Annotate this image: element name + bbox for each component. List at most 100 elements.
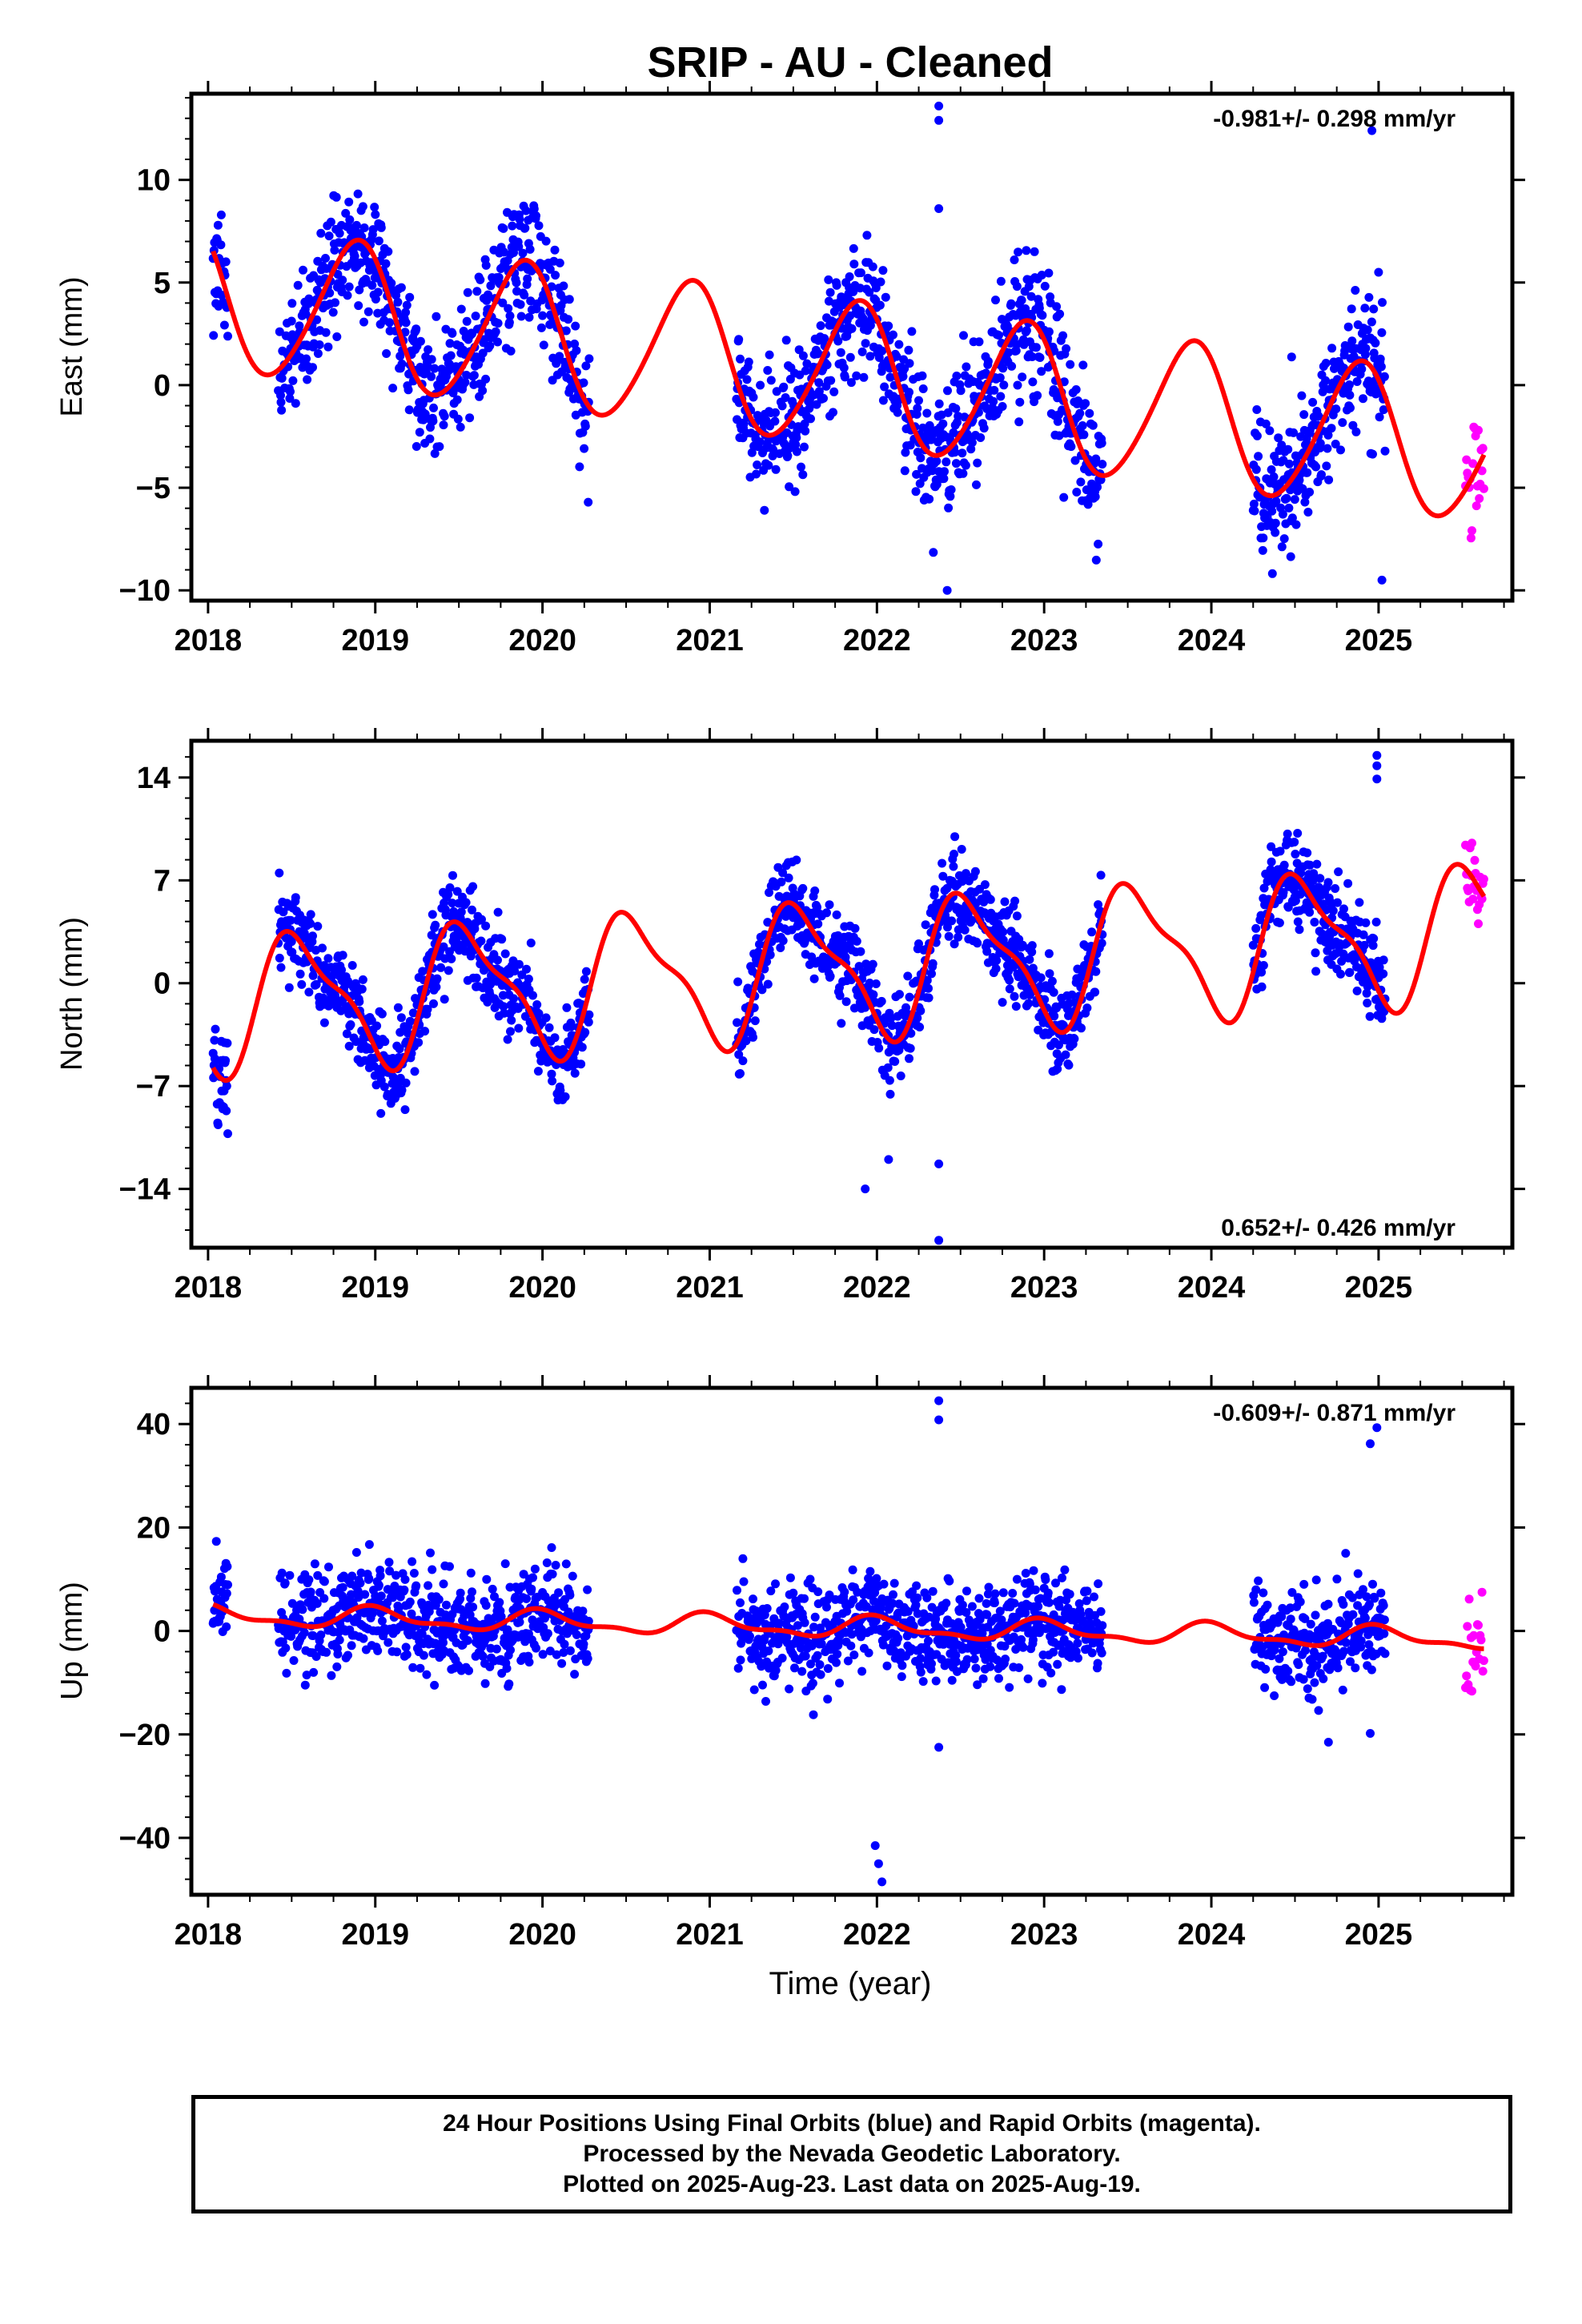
final-orbit-point (1252, 431, 1262, 440)
y-tick-label: −10 (119, 574, 171, 608)
final-orbit-point (222, 1106, 231, 1116)
final-orbit-point (276, 391, 285, 400)
final-orbit-point (755, 437, 765, 447)
final-orbit-point (862, 231, 872, 240)
final-orbit-point (1033, 391, 1042, 400)
final-orbit-point (742, 375, 752, 384)
final-orbit-point (979, 424, 989, 433)
final-orbit-point (321, 328, 331, 337)
final-orbit-point (943, 386, 952, 396)
final-orbit-point (840, 372, 849, 382)
final-orbit-point (1283, 829, 1292, 838)
final-orbit-point (1347, 336, 1357, 346)
final-orbit-point (1044, 327, 1054, 336)
final-orbit-point (527, 1584, 536, 1594)
final-orbit-point (432, 983, 441, 991)
final-orbit-point (1055, 309, 1065, 319)
final-orbit-point (534, 221, 544, 231)
final-orbit-point (763, 979, 773, 989)
final-orbit-point (1378, 298, 1387, 308)
final-orbit-point (415, 428, 424, 437)
final-orbit-point (823, 1664, 833, 1673)
final-orbit-point (745, 1631, 754, 1641)
final-orbit-point (217, 291, 227, 300)
final-orbit-point (1044, 268, 1054, 278)
final-orbit-point (852, 371, 861, 380)
final-orbit-point (901, 448, 910, 457)
final-orbit-point (738, 1554, 748, 1563)
final-orbit-point (1263, 1600, 1272, 1610)
final-orbit-point (471, 312, 480, 321)
final-orbit-point (304, 1575, 314, 1585)
final-orbit-point (432, 974, 442, 983)
final-orbit-point (800, 419, 809, 428)
final-orbit-point (760, 505, 769, 515)
final-orbit-point (392, 1647, 402, 1657)
final-orbit-point (813, 1651, 822, 1660)
final-orbit-point (580, 1027, 590, 1037)
final-orbit-point (1030, 1585, 1040, 1594)
final-orbit-point (1379, 955, 1388, 965)
final-orbit-point (1321, 359, 1331, 368)
final-orbit-point (447, 954, 456, 963)
final-orbit-point (1005, 984, 1014, 994)
final-orbit-point (469, 371, 479, 380)
final-orbit-point (976, 433, 986, 442)
final-orbit-point (521, 206, 531, 215)
final-orbit-point (313, 349, 323, 358)
final-orbit-point (209, 331, 219, 340)
final-orbit-point (412, 324, 421, 334)
final-orbit-point (524, 312, 534, 322)
final-orbit-point (331, 192, 341, 202)
final-orbit-point (355, 1578, 365, 1588)
final-orbit-point (1303, 1684, 1312, 1694)
final-orbit-point (951, 459, 961, 468)
final-orbit-point (396, 283, 406, 292)
north-axis-label: North (mm) (55, 917, 89, 1071)
x-tick-label: 2025 (1345, 624, 1413, 657)
final-orbit-point (448, 870, 457, 880)
final-orbit-point (332, 1662, 342, 1671)
final-orbit-point (396, 1013, 406, 1023)
final-orbit-point (905, 359, 914, 368)
final-orbit-point (1085, 408, 1094, 418)
figure-title: SRIP - AU - Cleaned (647, 38, 1053, 86)
final-orbit-point (463, 287, 472, 297)
final-orbit-point (1347, 304, 1356, 314)
final-orbit-point (426, 1548, 435, 1558)
final-orbit-point (995, 373, 1005, 383)
final-orbit-point (946, 492, 955, 501)
final-orbit-point (376, 1108, 386, 1118)
final-orbit-point (424, 1581, 433, 1590)
final-orbit-point (506, 1027, 515, 1036)
model-fit-curve (211, 237, 1487, 519)
final-orbit-point (942, 457, 951, 467)
final-orbit-point (371, 295, 380, 304)
final-orbit-point (357, 984, 367, 994)
final-orbit-point (1038, 1679, 1047, 1688)
final-orbit-point (570, 1068, 580, 1078)
final-orbit-point (917, 371, 927, 380)
final-orbit-point (1331, 884, 1340, 893)
final-orbit-point (1010, 1598, 1019, 1608)
final-orbit-point (346, 1020, 355, 1029)
final-orbit-point (500, 949, 510, 959)
final-orbit-point (504, 304, 513, 313)
final-orbit-point (440, 995, 449, 1004)
final-orbit-point (572, 1630, 581, 1639)
final-orbit-point (397, 360, 407, 368)
final-orbit-point (990, 1589, 1000, 1598)
final-orbit-point (1357, 364, 1367, 374)
final-orbit-point (439, 420, 448, 430)
final-orbit-point (892, 352, 901, 361)
final-orbit-point (1379, 405, 1388, 415)
final-orbit-point (856, 268, 865, 278)
final-orbit-point (1312, 859, 1322, 869)
final-orbit-point (293, 280, 303, 290)
final-orbit-point (309, 1667, 319, 1677)
final-orbit-point (416, 1663, 425, 1673)
y-tick-label: 5 (154, 267, 171, 300)
final-orbit-point (744, 357, 753, 367)
